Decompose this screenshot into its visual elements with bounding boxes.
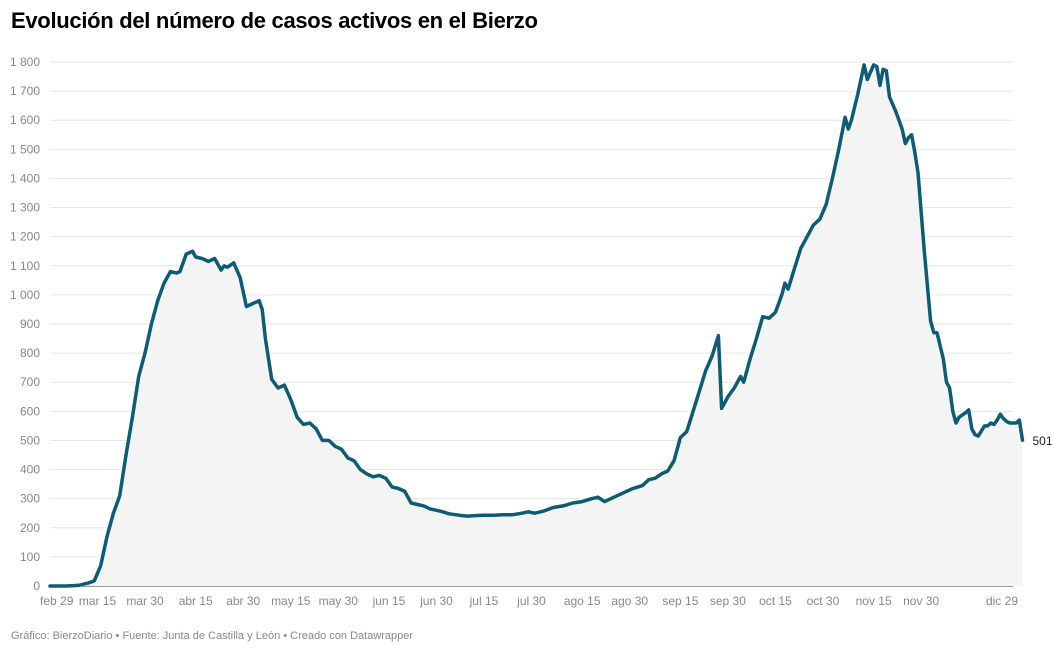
y-tick-label: 1 600 bbox=[10, 113, 40, 127]
area-fill bbox=[50, 64, 1023, 586]
y-tick-label: 100 bbox=[20, 550, 40, 564]
x-tick-label: ago 30 bbox=[611, 594, 648, 608]
x-tick-label: jul 15 bbox=[469, 594, 499, 608]
series-line-layer bbox=[48, 63, 1025, 588]
x-axis-ticks: feb 29 mar 15 mar 30 abr 15 abr 30 may 15 may … bbox=[40, 594, 1018, 608]
x-tick-label: oct 15 bbox=[759, 594, 792, 608]
y-tick-label: 700 bbox=[20, 375, 40, 389]
x-tick-label: mar 30 bbox=[126, 594, 164, 608]
x-tick-label: abr 15 bbox=[179, 594, 213, 608]
x-tick-label: dic 29 bbox=[986, 594, 1018, 608]
x-tick-label: jun 15 bbox=[372, 594, 406, 608]
y-tick-label: 1 200 bbox=[10, 230, 40, 244]
y-tick-label: 1 400 bbox=[10, 171, 40, 185]
y-tick-label: 800 bbox=[20, 346, 40, 360]
x-tick-label: jul 30 bbox=[516, 594, 546, 608]
x-tick-label: may 15 bbox=[271, 594, 311, 608]
area-fill-layer bbox=[50, 64, 1023, 586]
y-tick-label: 1 100 bbox=[10, 259, 40, 273]
y-tick-label: 1 000 bbox=[10, 288, 40, 302]
x-tick-label: may 30 bbox=[319, 594, 359, 608]
y-tick-label: 400 bbox=[20, 463, 40, 477]
series-line bbox=[48, 63, 1025, 588]
y-tick-label: 1 700 bbox=[10, 84, 40, 98]
x-tick-label: feb 29 bbox=[40, 594, 74, 608]
y-tick-label: 1 500 bbox=[10, 142, 40, 156]
y-tick-label: 600 bbox=[20, 404, 40, 418]
y-tick-label: 1 800 bbox=[10, 55, 40, 69]
y-tick-label: 300 bbox=[20, 492, 40, 506]
y-tick-label: 900 bbox=[20, 317, 40, 331]
end-value-label: 501 bbox=[1033, 434, 1053, 448]
x-tick-label: sep 15 bbox=[662, 594, 698, 608]
x-tick-label: ago 15 bbox=[564, 594, 601, 608]
x-tick-label: nov 30 bbox=[903, 594, 939, 608]
chart-footer: Gráfico: BierzoDiario • Fuente: Junta de… bbox=[11, 630, 414, 642]
y-axis-ticks: 0 100 200 300 400 500 600 700 800 900 1 000 1 100 1 … bbox=[10, 55, 40, 593]
x-tick-label: abr 30 bbox=[226, 594, 260, 608]
y-tick-label: 500 bbox=[20, 433, 40, 447]
x-tick-label: mar 15 bbox=[79, 594, 117, 608]
x-tick-label: jun 30 bbox=[419, 594, 453, 608]
x-tick-label: sep 30 bbox=[710, 594, 746, 608]
y-tick-label: 200 bbox=[20, 521, 40, 535]
x-tick-label: oct 30 bbox=[807, 594, 840, 608]
x-tick-label: nov 15 bbox=[856, 594, 892, 608]
y-tick-label: 0 bbox=[33, 579, 40, 593]
chart-title: Evolución del número de casos activos en… bbox=[11, 8, 538, 33]
end-label-layer: 501 bbox=[1033, 434, 1053, 448]
y-tick-label: 1 300 bbox=[10, 201, 40, 215]
